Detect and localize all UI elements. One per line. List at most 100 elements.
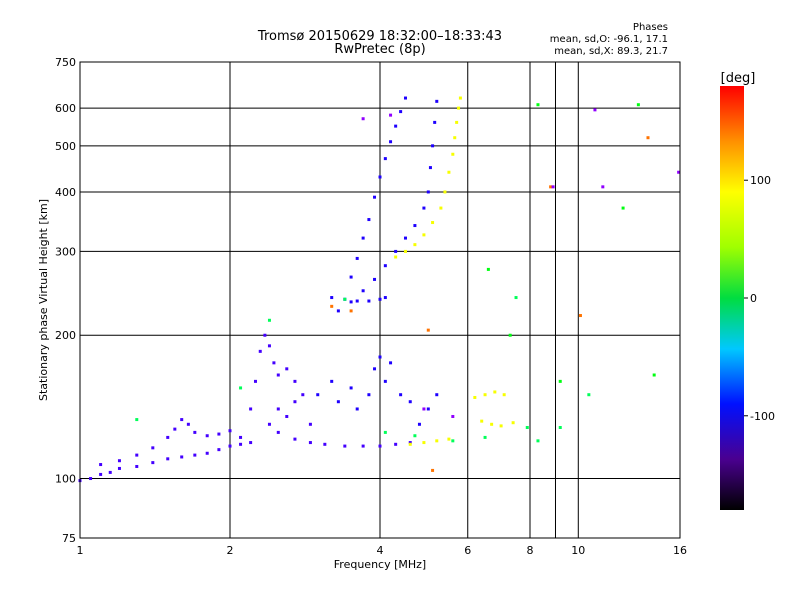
data-point xyxy=(428,166,432,170)
x-tick-label: 2 xyxy=(227,544,234,557)
data-point xyxy=(490,422,494,426)
x-tick-label: 8 xyxy=(527,544,534,557)
data-point xyxy=(389,361,393,365)
data-point xyxy=(435,439,439,443)
colorbar-label: [deg] xyxy=(721,71,756,86)
data-point xyxy=(431,144,435,148)
data-point xyxy=(514,296,518,300)
data-point xyxy=(308,422,312,426)
data-point xyxy=(378,355,382,359)
data-point xyxy=(151,461,155,465)
data-point xyxy=(117,459,121,463)
data-point xyxy=(413,224,417,228)
data-point xyxy=(117,466,121,470)
data-point xyxy=(455,120,459,124)
data-point xyxy=(378,175,382,179)
data-point xyxy=(394,249,398,253)
data-point xyxy=(677,170,681,174)
data-point xyxy=(435,393,439,397)
data-point xyxy=(451,152,455,156)
data-point xyxy=(99,463,103,467)
data-point xyxy=(511,421,515,425)
data-point xyxy=(361,289,365,293)
data-point xyxy=(473,395,477,399)
data-point xyxy=(383,157,387,161)
phase-stats-heading: Phases xyxy=(632,22,668,33)
data-point xyxy=(435,99,439,103)
data-point xyxy=(389,140,393,144)
data-point xyxy=(457,106,461,110)
data-point xyxy=(493,390,497,394)
data-point xyxy=(558,379,562,383)
data-point xyxy=(373,195,377,199)
data-point xyxy=(373,367,377,371)
data-point xyxy=(258,349,262,353)
data-point xyxy=(249,441,253,445)
data-point xyxy=(205,451,209,455)
data-point xyxy=(383,264,387,268)
data-point xyxy=(239,442,243,446)
data-point xyxy=(267,344,271,348)
data-point xyxy=(502,393,506,397)
data-point xyxy=(413,243,417,247)
data-point xyxy=(646,136,650,140)
y-tick-label: 300 xyxy=(55,245,76,258)
data-point xyxy=(525,425,529,429)
data-point xyxy=(239,435,243,439)
data-point xyxy=(394,124,398,128)
data-point xyxy=(217,448,221,452)
data-point xyxy=(373,277,377,281)
data-point xyxy=(483,435,487,439)
data-point xyxy=(349,309,353,313)
phase-stats-o: mean, sd,O: -96.1, 17.1 xyxy=(549,34,668,45)
x-tick-label: 16 xyxy=(673,544,687,557)
data-point xyxy=(285,367,289,371)
data-point xyxy=(323,442,327,446)
data-point xyxy=(135,453,139,457)
data-point xyxy=(308,441,312,445)
data-point xyxy=(166,435,170,439)
data-point xyxy=(330,304,334,308)
y-tick-label: 75 xyxy=(62,532,76,545)
data-point xyxy=(293,379,297,383)
data-point xyxy=(272,361,276,365)
data-point xyxy=(447,437,451,441)
data-point xyxy=(426,328,430,332)
data-point xyxy=(186,422,190,426)
data-point xyxy=(458,96,462,100)
data-point xyxy=(239,386,243,390)
data-point xyxy=(228,429,232,433)
data-point xyxy=(378,444,382,448)
data-point xyxy=(193,430,197,434)
data-point xyxy=(355,407,359,411)
data-point xyxy=(355,299,359,303)
data-point xyxy=(343,297,347,301)
data-point xyxy=(349,386,353,390)
data-point xyxy=(426,190,430,194)
data-point xyxy=(135,464,139,468)
data-point xyxy=(355,256,359,260)
data-point xyxy=(636,103,640,107)
data-point xyxy=(361,444,365,448)
colorbar-tick-label: -100 xyxy=(750,410,775,423)
data-point xyxy=(276,407,280,411)
data-point xyxy=(536,439,540,443)
data-point xyxy=(403,96,407,100)
data-point xyxy=(422,233,426,237)
data-point xyxy=(399,110,403,114)
data-point xyxy=(180,418,184,422)
phase-stats-x: mean, sd,X: 89.3, 21.7 xyxy=(554,46,668,57)
data-point xyxy=(349,275,353,279)
x-tick-label: 1 xyxy=(77,544,84,557)
data-point xyxy=(422,206,426,210)
x-tick-label: 4 xyxy=(377,544,384,557)
data-point xyxy=(193,453,197,457)
data-point xyxy=(228,444,232,448)
data-point xyxy=(486,267,490,271)
data-point xyxy=(508,333,512,337)
data-point xyxy=(578,314,582,318)
data-point xyxy=(431,468,435,472)
data-point xyxy=(267,318,271,322)
data-point xyxy=(383,296,387,300)
